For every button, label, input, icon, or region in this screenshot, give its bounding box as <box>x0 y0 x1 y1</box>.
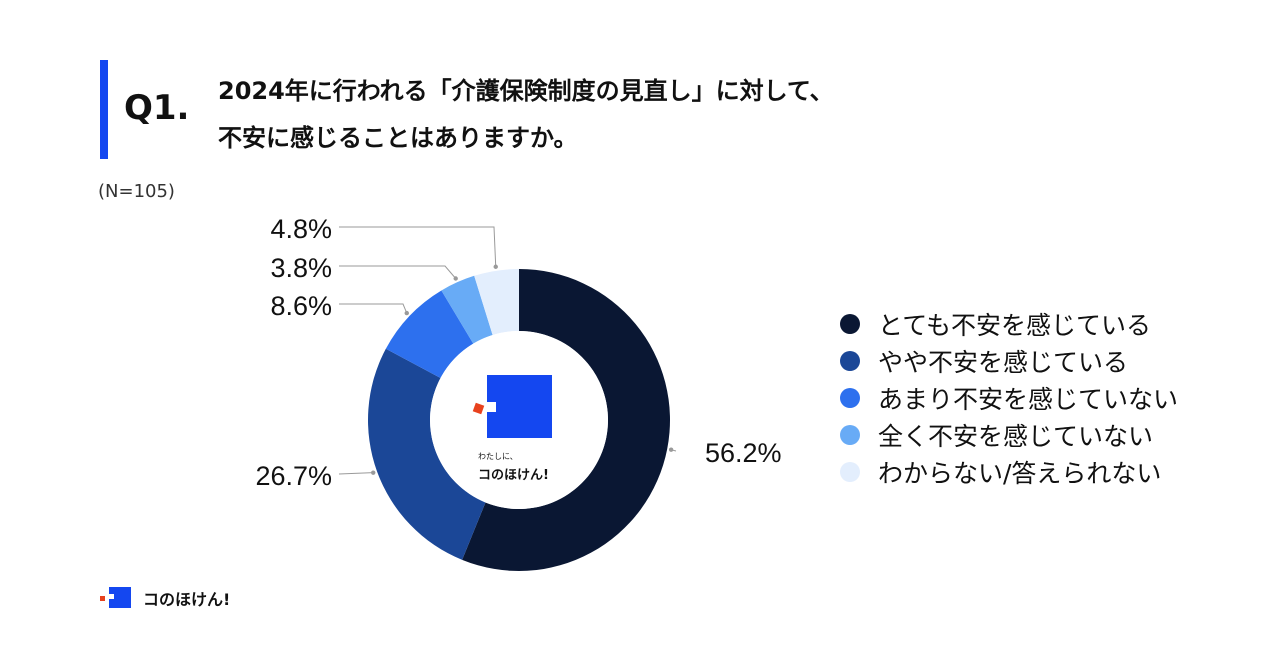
slice-percent-label: 4.8% <box>270 214 332 244</box>
chart-legend: とても不安を感じている やや不安を感じている あまり不安を感じていない 全く不安… <box>840 305 1178 490</box>
leader-dot <box>668 447 674 452</box>
footer-brand: コのほけん! <box>143 590 231 609</box>
leader-line <box>339 303 408 314</box>
leader-dot <box>404 310 409 316</box>
legend-label: わからない/答えられない <box>878 458 1162 488</box>
legend-item: とても不安を感じている <box>840 305 1178 342</box>
footer-logo-notch <box>108 594 114 599</box>
question-text-line1: 2024年に行われる「介護保険制度の見直し」に対して、 <box>218 77 834 105</box>
legend-swatch <box>840 350 860 371</box>
legend-label: とても不安を感じている <box>878 310 1152 340</box>
center-logo: わたしに、 コのほけん! <box>470 374 560 484</box>
legend-swatch <box>840 424 860 445</box>
leader-line <box>339 226 497 267</box>
question-number: Q1. <box>124 88 190 128</box>
legend-swatch <box>840 313 860 334</box>
legend-swatch <box>840 461 860 482</box>
leader-dot <box>493 264 498 269</box>
question-accent-bar <box>100 60 108 159</box>
donut-slice <box>474 269 519 336</box>
slice-percent-label: 8.6% <box>270 291 332 321</box>
legend-label: 全く不安を感じていない <box>878 421 1154 451</box>
legend-label: あまり不安を感じていない <box>878 384 1179 414</box>
logo-square <box>487 375 552 438</box>
leader-dot <box>371 470 376 475</box>
logo-notch <box>484 402 496 412</box>
sample-size: (N=105) <box>98 181 175 202</box>
donut-slice <box>385 290 474 379</box>
footer-logo-red-mark <box>100 596 105 601</box>
legend-label: やや不安を感じている <box>878 347 1129 377</box>
donut-slice <box>368 348 486 560</box>
question-text-line2: 不安に感じることはありますか。 <box>218 124 578 152</box>
logo-brand: コのほけん! <box>478 468 549 483</box>
leader-line <box>339 265 457 279</box>
leader-dot <box>453 276 458 281</box>
logo-red-mark <box>472 402 485 415</box>
legend-item: あまり不安を感じていない <box>840 379 1178 416</box>
slice-percent-label: 3.8% <box>270 253 332 283</box>
legend-swatch <box>840 387 860 408</box>
footer-logo-square <box>109 587 131 608</box>
legend-item: わからない/答えられない <box>840 453 1178 490</box>
legend-item: やや不安を感じている <box>840 342 1178 379</box>
donut-slice <box>462 269 671 571</box>
slice-percent-label: 26.7% <box>255 461 332 491</box>
donut-slice <box>441 275 493 344</box>
logo-tagline: わたしに、 <box>478 452 518 461</box>
slice-percent-label: 56.2% <box>705 438 782 468</box>
legend-item: 全く不安を感じていない <box>840 416 1178 453</box>
leader-line <box>338 472 374 475</box>
